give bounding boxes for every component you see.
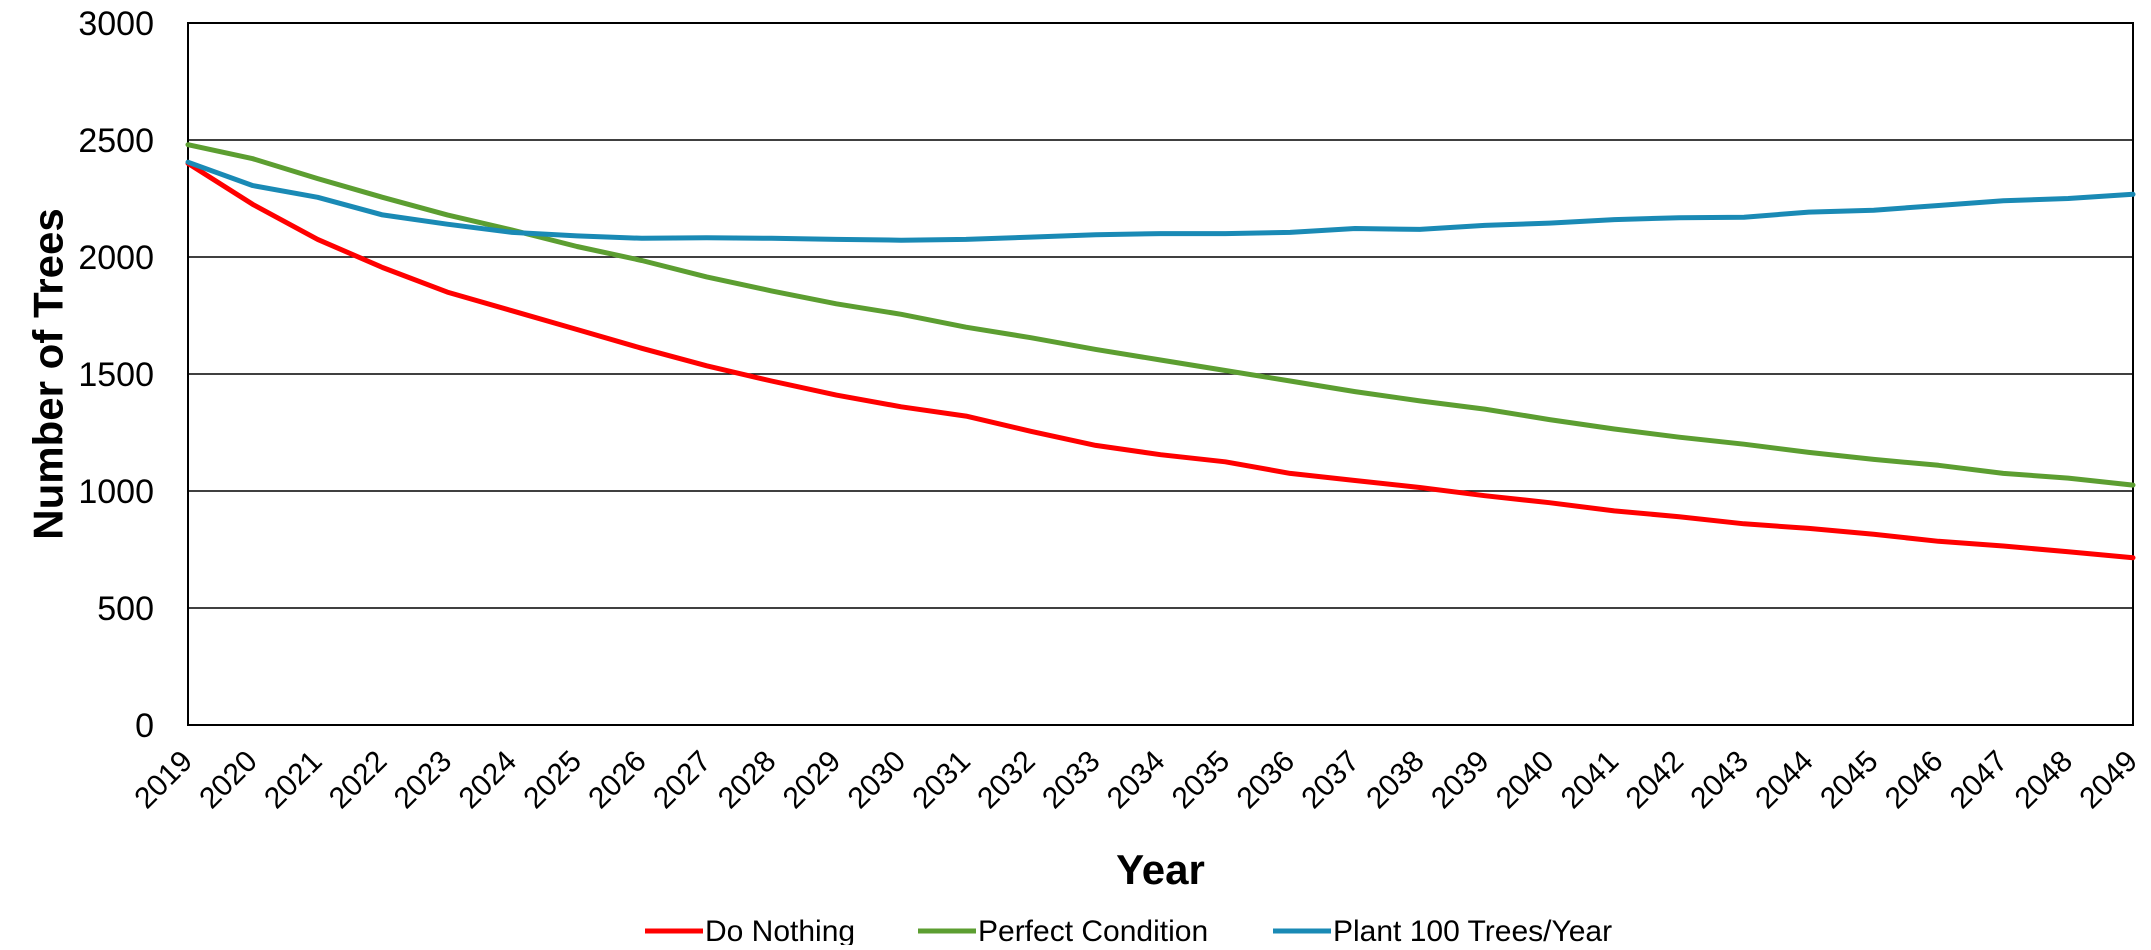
x-tick-label: 2026 — [582, 745, 653, 816]
x-tick-label: 2049 — [2073, 745, 2144, 816]
legend: Do Nothing Perfect Condition Plant 100 Tre… — [645, 915, 1612, 948]
x-tick-label: 2036 — [1231, 745, 1302, 816]
x-tick-label: 2042 — [1620, 745, 1691, 816]
x-tick-label: 2048 — [2009, 745, 2080, 816]
x-tick-label: 2029 — [777, 745, 848, 816]
legend-label-do-nothing: Do Nothing — [705, 915, 855, 945]
x-axis-ticks: 2019202020212022202320242025202620272028… — [128, 745, 2144, 816]
y-tick-label: 2500 — [78, 122, 154, 160]
y-axis-title: Number of Trees — [25, 208, 72, 539]
x-tick-label: 2039 — [1425, 745, 1496, 816]
series-line-plant-100-trees-year — [185, 159, 2136, 243]
x-tick-label: 2044 — [1749, 745, 1820, 816]
x-tick-label: 2025 — [517, 745, 588, 816]
x-tick-label: 2037 — [1295, 745, 1366, 816]
y-tick-label: 1000 — [78, 473, 154, 511]
x-tick-label: 2028 — [712, 745, 783, 816]
x-tick-label: 2040 — [1490, 745, 1561, 816]
y-tick-label: 1500 — [78, 356, 154, 394]
x-tick-label: 2024 — [453, 745, 524, 816]
x-tick-label: 2038 — [1360, 745, 1431, 816]
x-tick-label: 2035 — [1166, 745, 1237, 816]
plot-area — [187, 22, 2134, 726]
gridlines — [188, 139, 2133, 609]
x-tick-label: 2023 — [388, 745, 459, 816]
series-line-do-nothing — [185, 160, 2136, 561]
x-tick-label: 2041 — [1555, 745, 1626, 816]
series-lines — [185, 142, 2136, 561]
y-tick-label: 500 — [97, 590, 154, 628]
series-line-perfect-condition — [185, 142, 2136, 488]
y-tick-label: 0 — [135, 707, 154, 745]
legend-label-perfect-condition: Perfect Condition — [978, 915, 1208, 945]
x-tick-label: 2022 — [323, 745, 394, 816]
x-tick-label: 2047 — [1944, 745, 2015, 816]
x-tick-label: 2045 — [1814, 745, 1885, 816]
x-tick-label: 2027 — [647, 745, 718, 816]
legend-label-plant-100-trees-year: Plant 100 Trees/Year — [1333, 915, 1612, 945]
x-tick-label: 2020 — [193, 745, 264, 816]
x-tick-label: 2034 — [1101, 745, 1172, 816]
x-tick-label: 2032 — [971, 745, 1042, 816]
x-tick-label: 2043 — [1684, 745, 1755, 816]
x-tick-label: 2021 — [258, 745, 329, 816]
y-tick-label: 2000 — [78, 239, 154, 277]
y-axis-ticks: 0 500 1000 1500 2000 2500 3000 — [78, 5, 154, 745]
x-axis-title: Year — [1116, 846, 1205, 893]
y-tick-label: 3000 — [78, 5, 154, 43]
x-tick-label: 2030 — [842, 745, 913, 816]
x-tick-label: 2046 — [1879, 745, 1950, 816]
x-tick-label: 2033 — [1036, 745, 1107, 816]
x-tick-label: 2031 — [906, 745, 977, 816]
x-tick-label: 2019 — [128, 745, 199, 816]
